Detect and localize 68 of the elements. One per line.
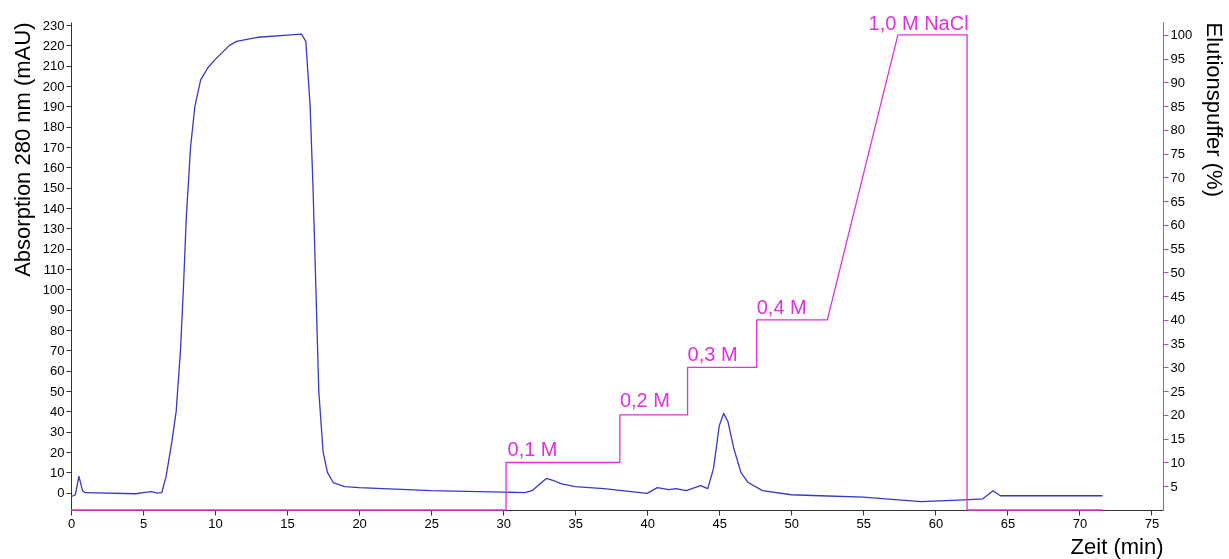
y2-tick-label: 35 xyxy=(1170,336,1185,352)
annotation: 0,3 M xyxy=(687,342,738,365)
y-tick-label: 220 xyxy=(42,37,65,53)
y-tick-label: 20 xyxy=(50,444,65,460)
annotation: 1,0 M NaCl xyxy=(868,12,969,34)
annotation: 0,2 M xyxy=(619,389,670,412)
y-tick-label: 160 xyxy=(42,159,65,175)
x-axis-title: Zeit (min) xyxy=(1070,533,1164,559)
x-tick-label: 5 xyxy=(139,515,148,531)
x-tick-label: 70 xyxy=(1072,515,1088,531)
y2-tick-label: 40 xyxy=(1170,312,1185,328)
y2-tick-label: 5 xyxy=(1170,478,1178,494)
y-tick-label: 100 xyxy=(42,281,65,297)
y-tick-label: 50 xyxy=(50,383,65,399)
y-tick-label: 40 xyxy=(50,403,65,419)
y-tick-label: 90 xyxy=(50,302,65,318)
y-tick-label: 110 xyxy=(43,261,65,277)
y2-tick-label: 55 xyxy=(1170,241,1185,257)
y2-tick-label: 100 xyxy=(1170,27,1193,43)
x-tick-label: 10 xyxy=(208,515,223,531)
y-tick-label: 120 xyxy=(42,241,65,257)
y2-tick-label: 15 xyxy=(1170,431,1185,447)
y-tick-label: 150 xyxy=(42,180,65,196)
y2-tick-label: 45 xyxy=(1170,288,1185,304)
y2-tick-label: 20 xyxy=(1170,407,1185,423)
x-tick-label: 50 xyxy=(784,515,800,531)
y-tick-label: 0 xyxy=(57,485,65,501)
y-tick-label: 80 xyxy=(50,322,65,338)
y2-tick-label: 95 xyxy=(1170,51,1185,67)
y2-tick-label: 70 xyxy=(1170,169,1185,185)
x-tick-label: 30 xyxy=(496,515,511,531)
annotation: 0,1 M xyxy=(507,438,558,461)
x-tick-label: 60 xyxy=(928,515,944,531)
y-tick-label: 30 xyxy=(50,424,65,440)
x-tick-label: 15 xyxy=(280,515,295,531)
y-tick-label: 230 xyxy=(42,17,65,33)
y2-tick-label: 10 xyxy=(1170,454,1185,470)
y2-tick-label: 60 xyxy=(1170,217,1185,233)
annotation: 0,4 M xyxy=(756,295,807,318)
y-axis-title: Absorption 280 nm (mAU) xyxy=(9,22,35,277)
y-tick-label: 130 xyxy=(42,220,65,236)
x-tick-label: 75 xyxy=(1144,515,1160,531)
x-tick-label: 55 xyxy=(856,515,872,531)
y2-tick-label: 30 xyxy=(1170,359,1185,375)
y2-axis-title: Elutionspuffer (%) xyxy=(1202,22,1228,197)
y-tick-label: 200 xyxy=(42,78,65,94)
y2-tick-label: 85 xyxy=(1170,98,1185,114)
y2-tick-label: 90 xyxy=(1170,74,1185,90)
y-tick-label: 140 xyxy=(42,200,65,216)
y-tick-label: 70 xyxy=(50,342,65,358)
y2-tick-label: 75 xyxy=(1170,146,1185,162)
x-tick-label: 20 xyxy=(352,515,367,531)
y2-tick-label: 65 xyxy=(1170,193,1185,209)
y-tick-label: 190 xyxy=(42,98,65,114)
x-tick-label: 65 xyxy=(1000,515,1016,531)
y-tick-label: 10 xyxy=(50,464,65,480)
y2-tick-label: 50 xyxy=(1170,264,1185,280)
x-tick-label: 45 xyxy=(712,515,728,531)
y-tick-label: 170 xyxy=(42,139,65,155)
x-tick-label: 35 xyxy=(568,515,583,531)
x-tick-label: 0 xyxy=(67,515,76,531)
y-tick-label: 210 xyxy=(42,58,65,74)
x-tick-label: 40 xyxy=(640,515,655,531)
x-tick-label: 25 xyxy=(424,515,439,531)
y-tick-label: 180 xyxy=(42,119,65,135)
y2-tick-label: 25 xyxy=(1170,383,1185,399)
y-tick-label: 60 xyxy=(50,363,65,379)
y2-tick-label: 80 xyxy=(1170,122,1185,138)
